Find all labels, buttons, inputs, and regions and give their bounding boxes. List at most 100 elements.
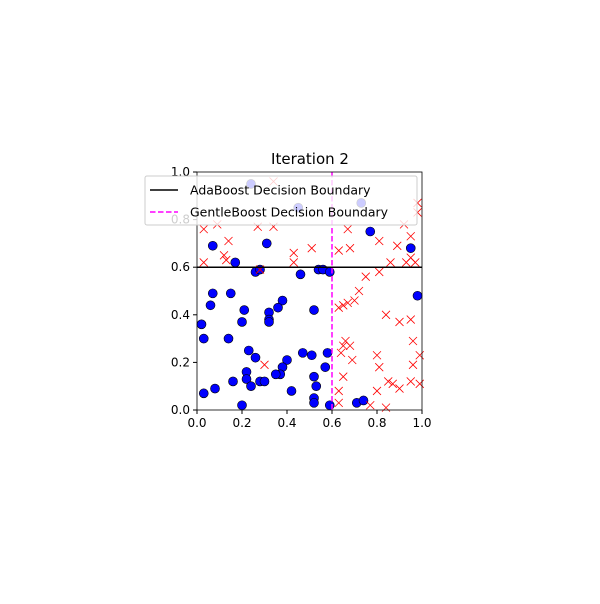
point <box>334 246 344 255</box>
point <box>381 310 391 320</box>
point <box>372 386 382 396</box>
point <box>361 272 371 282</box>
point <box>295 269 306 280</box>
point <box>338 300 348 310</box>
point <box>324 267 335 277</box>
point <box>273 302 283 313</box>
point <box>219 251 229 260</box>
point <box>343 298 353 308</box>
point <box>230 257 241 268</box>
point <box>395 384 404 393</box>
chart-title: Iteration 2 <box>271 150 349 168</box>
point <box>358 395 369 406</box>
point <box>289 248 299 258</box>
point <box>307 243 317 253</box>
point <box>374 267 384 277</box>
x-tick-label: 1.0 <box>412 416 431 430</box>
legend: AdaBoost Decision Boundary GentleBoost De… <box>144 175 418 226</box>
point <box>311 381 322 392</box>
point <box>237 317 247 327</box>
point <box>198 333 209 344</box>
point <box>260 360 269 370</box>
x-tick-label: 0.2 <box>232 416 251 430</box>
point <box>406 315 416 324</box>
point <box>282 355 292 365</box>
point <box>241 374 252 384</box>
point <box>406 231 416 241</box>
point <box>345 341 355 351</box>
point <box>374 236 384 246</box>
legend-box <box>144 175 418 226</box>
point <box>221 255 231 265</box>
point <box>199 224 209 234</box>
point <box>336 348 346 358</box>
axes-frame <box>196 171 423 411</box>
point <box>374 362 384 372</box>
point <box>210 383 220 394</box>
point <box>334 386 344 396</box>
x-tick-label: 0.0 <box>187 416 206 430</box>
point <box>306 350 317 361</box>
point <box>338 341 348 351</box>
x-tick-label: 0.6 <box>322 416 341 430</box>
point <box>207 240 218 251</box>
point <box>224 236 233 246</box>
point <box>198 388 209 399</box>
point <box>225 288 236 299</box>
point <box>383 377 393 386</box>
point <box>343 224 353 234</box>
point <box>410 258 420 267</box>
point <box>338 372 348 381</box>
point <box>408 360 418 370</box>
point <box>412 290 423 301</box>
point <box>395 317 404 327</box>
point <box>415 350 425 360</box>
point <box>309 371 319 382</box>
point <box>365 400 375 410</box>
x-tick-label: 0.4 <box>277 416 296 430</box>
point <box>405 243 416 253</box>
point <box>309 305 319 315</box>
point <box>347 355 357 365</box>
point <box>297 348 308 358</box>
point <box>228 376 238 387</box>
point <box>259 376 270 387</box>
point <box>246 381 256 392</box>
point <box>207 288 218 299</box>
point <box>261 238 272 249</box>
point <box>322 348 333 358</box>
point <box>243 345 254 356</box>
point <box>286 386 297 396</box>
point <box>196 319 207 330</box>
legend-label: AdaBoost Decision Boundary <box>190 183 371 198</box>
point <box>408 336 418 346</box>
point <box>239 305 250 315</box>
point <box>365 226 376 237</box>
point <box>354 286 364 296</box>
y-tick-label: 0.4 <box>171 308 190 322</box>
point <box>289 258 299 267</box>
y-tick-label: 0.6 <box>171 260 190 274</box>
point <box>345 243 355 253</box>
legend-label: GentleBoost Decision Boundary <box>190 205 389 220</box>
point <box>372 350 382 360</box>
point <box>320 362 331 372</box>
point <box>277 295 288 306</box>
point <box>199 258 209 267</box>
point <box>223 333 234 344</box>
point <box>324 400 335 411</box>
point <box>250 352 261 363</box>
point <box>406 377 416 386</box>
point <box>334 398 344 408</box>
point <box>205 300 216 311</box>
point <box>334 303 344 312</box>
point <box>350 296 359 305</box>
y-tick-label: 0.2 <box>171 355 190 369</box>
point <box>381 403 391 412</box>
point <box>264 317 274 327</box>
point <box>415 379 425 389</box>
point <box>386 258 395 267</box>
point <box>392 241 402 251</box>
y-tick-label: 0.0 <box>171 403 190 417</box>
